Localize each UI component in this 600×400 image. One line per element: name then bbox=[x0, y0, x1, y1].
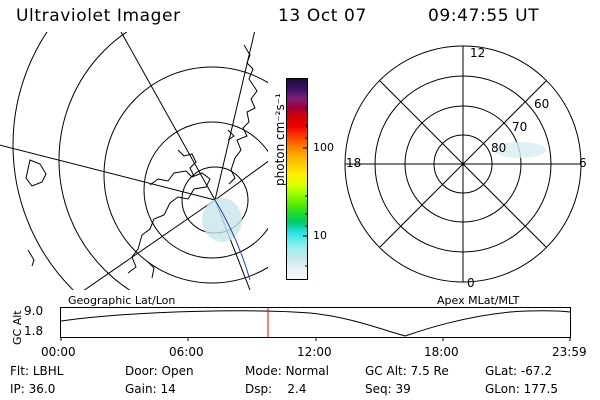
geographic-map bbox=[0, 32, 268, 290]
mlt-label-top: 12 bbox=[470, 46, 486, 60]
info-dsp: Dsp: 2.4 bbox=[245, 382, 307, 396]
mlat-label-80: 80 bbox=[491, 141, 507, 155]
info-filter: Flt: LBHL bbox=[10, 364, 64, 378]
colorbar-gradient bbox=[286, 78, 308, 280]
filter-value: LBHL bbox=[32, 364, 64, 378]
mlt-label-left: 18 bbox=[346, 156, 362, 170]
info-glat: GLat: -67.2 bbox=[485, 364, 552, 378]
app-title: Ultraviolet Imager bbox=[16, 6, 181, 26]
coastline bbox=[27, 249, 35, 267]
info-ip: IP: 36.0 bbox=[10, 382, 56, 396]
info-gc-alt: GC Alt: 7.5 Re bbox=[365, 364, 449, 378]
lat-circle bbox=[103, 66, 268, 284]
mode-value: Normal bbox=[285, 364, 329, 378]
glon-value: 177.5 bbox=[523, 382, 558, 396]
altitude-tick-top: 9.0 bbox=[24, 304, 44, 318]
gc-alt-value: 7.5 Re bbox=[410, 364, 449, 378]
altitude-curve bbox=[60, 310, 571, 337]
time-tick-0000: 00:00 bbox=[41, 345, 76, 359]
lat-circle bbox=[12, 32, 74, 290]
ip-value: 36.0 bbox=[28, 382, 56, 396]
meridian bbox=[83, 199, 216, 290]
time-label: 09:47:55 UT bbox=[428, 6, 540, 26]
dsp-value: 2.4 bbox=[287, 382, 307, 396]
coastline bbox=[25, 159, 47, 187]
apex-panel-label: Apex MLat/MLT bbox=[437, 294, 520, 307]
coastline bbox=[227, 129, 235, 141]
aurora-glow bbox=[494, 142, 546, 158]
coastline bbox=[147, 261, 155, 279]
date-label: 13 Oct 07 bbox=[278, 6, 367, 26]
info-gain: Gain: 14 bbox=[125, 382, 176, 396]
info-mode: Mode: Normal bbox=[245, 364, 329, 378]
aurora-glow bbox=[202, 198, 242, 242]
seq-value: 39 bbox=[395, 382, 411, 396]
time-tick-1800: 18:00 bbox=[424, 345, 459, 359]
info-door: Door: Open bbox=[125, 364, 194, 378]
info-seq: Seq: 39 bbox=[365, 382, 411, 396]
colorbar-ticks bbox=[303, 107, 308, 267]
time-tick-0600: 06:00 bbox=[169, 345, 204, 359]
time-tick-1200: 12:00 bbox=[297, 345, 332, 359]
mlat-label-70: 70 bbox=[512, 120, 528, 134]
geo-panel-label: Geographic Lat/Lon bbox=[68, 294, 176, 307]
coastline bbox=[228, 44, 258, 185]
colorbar-tick-100: 100 bbox=[313, 141, 334, 154]
glat-value: -67.2 bbox=[520, 364, 552, 378]
apex-polar-plot bbox=[344, 45, 582, 283]
mlt-line bbox=[379, 80, 547, 248]
meridian bbox=[0, 144, 216, 201]
meridian bbox=[214, 160, 268, 201]
door-value: Open bbox=[161, 364, 194, 378]
time-tick-2359: 23:59 bbox=[552, 345, 587, 359]
coastline bbox=[177, 149, 197, 177]
mlat-label-60: 60 bbox=[534, 97, 550, 111]
meridian bbox=[120, 32, 216, 201]
mlt-label-right: 6 bbox=[579, 156, 587, 170]
colorbar-unit-label: photon cm⁻²s⁻¹ bbox=[273, 93, 287, 186]
coastline bbox=[127, 170, 211, 274]
gain-value: 14 bbox=[160, 382, 176, 396]
info-glon: GLon: 177.5 bbox=[485, 382, 558, 396]
lat-circle bbox=[143, 121, 268, 259]
mlt-label-bottom: 0 bbox=[467, 276, 475, 290]
colorbar-tick-10: 10 bbox=[313, 229, 327, 242]
satellite-track bbox=[214, 199, 251, 281]
altitude-axis-label: GC Alt bbox=[11, 310, 24, 345]
altitude-tick-bottom: 1.8 bbox=[24, 324, 44, 338]
altitude-strip bbox=[60, 307, 571, 341]
